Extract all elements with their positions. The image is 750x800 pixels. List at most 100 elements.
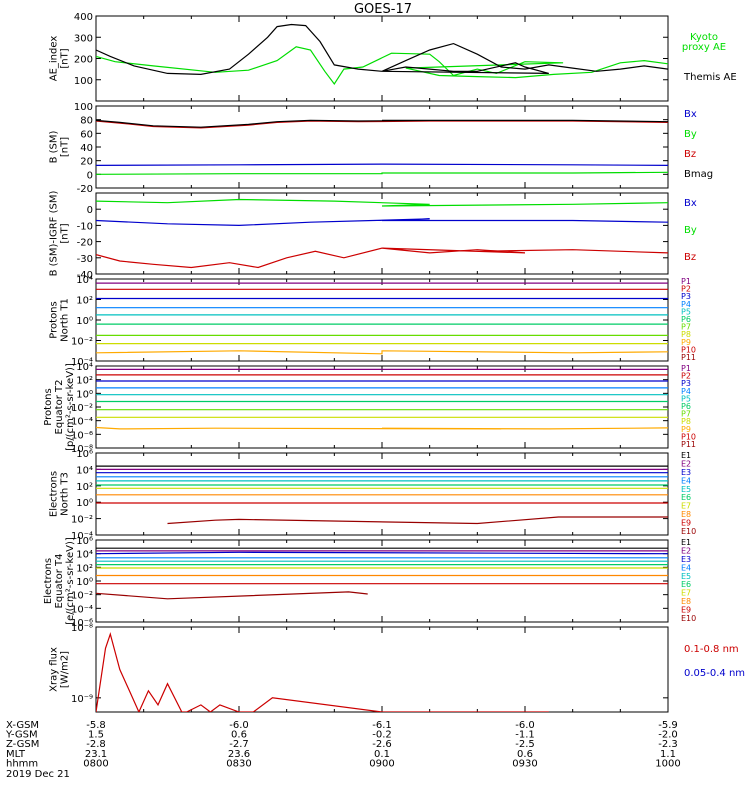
x-col-value: -2.3 (658, 739, 678, 750)
x-col-value: -2.7 (229, 739, 249, 750)
y-axis-label: B (SM) (49, 130, 60, 163)
y-tick-label: 10⁰ (76, 577, 93, 588)
y-tick-label: 400 (74, 12, 93, 23)
y-tick-label: 10⁻⁸ (71, 623, 93, 634)
x-row-label: Z-GSM (6, 739, 39, 750)
legend-label: E7 (681, 589, 691, 598)
legend-label: Bz (684, 252, 696, 263)
legend-label: Bz (684, 149, 696, 160)
y-tick-label: 200 (74, 55, 93, 66)
y-axis-label: Electrons (49, 471, 60, 517)
legend-label: P2 (681, 285, 691, 294)
legend-label: E5 (681, 572, 691, 581)
y-tick-label: 10² (76, 296, 93, 307)
x-col-value: 0.1 (374, 749, 390, 760)
y-tick-label: 20 (80, 157, 93, 168)
y-tick-label: -20 (77, 184, 93, 195)
legend-label: P11 (681, 440, 696, 449)
series-line-0.1-0.8-nm (96, 632, 549, 712)
legend-label: P11 (681, 353, 696, 362)
legend-label: P1 (681, 364, 691, 373)
y-tick-label: 10⁻² (71, 337, 93, 348)
legend-label: P2 (681, 372, 691, 381)
legend-label: E9 (681, 606, 691, 615)
x-row-label: MLT (6, 749, 26, 760)
legend-label: P5 (681, 307, 691, 316)
series-line-e10 (96, 591, 368, 600)
y-tick-label: 10⁶ (76, 536, 93, 547)
legend-label: P4 (681, 387, 691, 396)
x-col-value: 0900 (369, 758, 394, 769)
legend-label: 0.1-0.8 nm (684, 644, 739, 655)
series-line-bx (96, 218, 668, 227)
legend-label: Themis AE (683, 72, 737, 83)
legend-label: P6 (681, 315, 691, 324)
legend-label: P5 (681, 394, 691, 403)
x-col-value: -6.1 (372, 720, 392, 731)
y-axis-label: [p/(cm²-s-sr-keV)] (65, 363, 76, 451)
y-tick-label: 0 (87, 205, 93, 216)
legend-label: P6 (681, 402, 691, 411)
y-tick-label: 10⁻⁴ (71, 531, 93, 542)
y-axis-label: Protons (49, 301, 60, 338)
legend-label: P8 (681, 417, 691, 426)
x-col-value: -5.8 (86, 720, 106, 731)
y-tick-label: 40 (80, 143, 93, 154)
series-line-bz (96, 247, 668, 269)
legend-label: By (684, 129, 697, 140)
legend-label: Bx (684, 109, 697, 120)
y-tick-label: 10² (76, 563, 93, 574)
x-col-value: -1.1 (515, 730, 535, 741)
y-tick-label: 10⁶ (76, 449, 93, 460)
legend-label: By (684, 225, 697, 236)
x-col-value: 1.1 (660, 749, 676, 760)
y-tick-label: 10⁰ (76, 316, 93, 327)
y-axis-label: Electrons (43, 558, 54, 604)
y-tick-label: 10⁻⁴ (71, 417, 93, 428)
y-tick-label: 10⁴ (76, 362, 93, 373)
legend-label: P7 (681, 323, 691, 332)
legend-label: P7 (681, 410, 691, 419)
legend-label: Kyoto (690, 32, 718, 43)
series-line-bx (96, 163, 668, 166)
x-col-value: -2.5 (515, 739, 535, 750)
legend-label: E10 (681, 614, 696, 623)
y-tick-label: 10⁻⁹ (71, 694, 93, 705)
y-tick-label: 10⁻² (71, 515, 93, 526)
legend-label: E4 (681, 563, 691, 572)
panel-frame (95, 365, 669, 449)
series-line-e3 (96, 551, 668, 555)
x-row-label: X-GSM (6, 720, 39, 731)
y-tick-label: -30 (77, 254, 93, 265)
series-line-p9 (96, 426, 668, 430)
legend-label: E3 (681, 468, 691, 477)
x-col-value: 23.6 (228, 749, 250, 760)
y-tick-label: 60 (80, 129, 93, 140)
series-line-kyoto-proxy-ae (96, 46, 668, 86)
series-line-themis-ae (96, 23, 668, 76)
y-axis-label: North T3 (60, 472, 71, 516)
x-col-value: -6.0 (229, 720, 249, 731)
legend-label: P3 (681, 379, 691, 388)
x-col-value: 0800 (83, 758, 108, 769)
y-axis-label: [e/(cm²-s-sr-keV)] (65, 537, 76, 625)
y-tick-label: 10⁻² (71, 403, 93, 414)
y-tick-label: 10⁻⁸ (71, 444, 93, 455)
x-col-value: 23.1 (85, 749, 107, 760)
y-axis-label: Equator T2 (54, 380, 65, 435)
legend-label: Bx (684, 198, 697, 209)
legend-label: E8 (681, 597, 691, 606)
x-col-value: 0.6 (231, 730, 247, 741)
series-line-by (96, 198, 668, 207)
y-axis-label: Protons (43, 388, 54, 425)
panel-frame (95, 192, 669, 275)
y-tick-label: 100 (74, 76, 93, 87)
x-col-value: -6.0 (515, 720, 535, 731)
legend-label: E6 (681, 580, 691, 589)
y-axis-label: Equator T4 (54, 554, 65, 609)
y-tick-label: 10⁻⁴ (71, 604, 93, 615)
legend-label: E1 (681, 538, 691, 547)
y-axis-label: [W/m2] (60, 651, 71, 688)
y-tick-label: 10⁴ (76, 275, 93, 286)
panel-frame (95, 278, 669, 362)
